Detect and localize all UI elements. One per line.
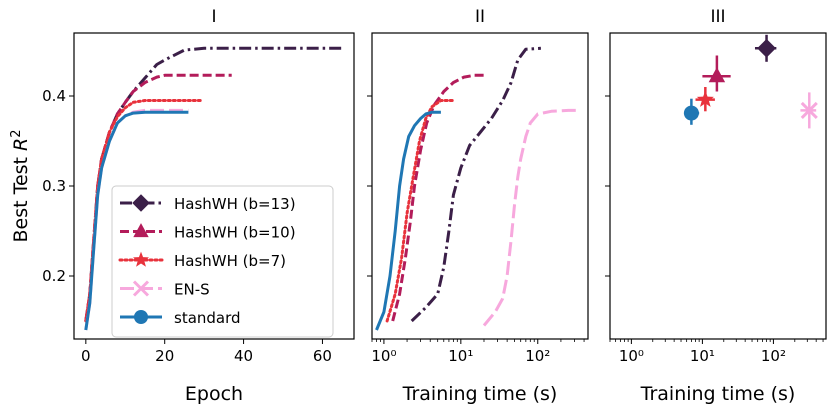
panel-3: III 10⁰ 10¹ 10² Training time (s) bbox=[605, 7, 827, 405]
panel-1: I 0 20 40 60 0.2 0.3 0.4 Epoch Best Test R2 H… bbox=[9, 7, 355, 405]
xtick-label: 0 bbox=[81, 347, 91, 365]
panel-3-title: III bbox=[710, 7, 725, 27]
xtick-label: 40 bbox=[234, 347, 253, 365]
panel-1-xlabel: Epoch bbox=[185, 383, 243, 405]
point-standard bbox=[683, 105, 699, 121]
xtick-label: 20 bbox=[155, 347, 174, 365]
legend-label-hashwh_b10: HashWH (b=10) bbox=[174, 224, 296, 242]
xtick-label: 10¹ bbox=[690, 347, 715, 365]
xtick-label: 10² bbox=[761, 347, 786, 365]
xtick-label: 10⁰ bbox=[619, 347, 644, 365]
point-en_s bbox=[800, 101, 818, 119]
legend-marker-hashwh_b10 bbox=[133, 223, 149, 238]
point-hashwh_b7 bbox=[696, 90, 714, 107]
series-line-en_s bbox=[482, 108, 578, 327]
panel-2: II 10⁰ 10¹ 10² Training time (s) bbox=[367, 7, 589, 405]
xtick-label: 10² bbox=[525, 347, 550, 365]
series-line-hashwh_b10 bbox=[391, 73, 484, 322]
panel-3-xlabel: Training time (s) bbox=[640, 383, 796, 405]
point-hashwh_b10 bbox=[708, 67, 726, 83]
series-line-standard bbox=[375, 110, 441, 331]
legend-box bbox=[111, 185, 334, 338]
panel-1-ylabel: Best Test R2 bbox=[9, 129, 32, 242]
legend-marker-hashwh_b13 bbox=[132, 194, 150, 212]
legend: HashWH (b=13) HashWH (b=10) HashWH (b=7) EN… bbox=[111, 185, 334, 338]
legend-label-hashwh_b7: HashWH (b=7) bbox=[174, 252, 286, 270]
xtick-label: 10⁰ bbox=[371, 347, 396, 365]
legend-label-en_s: EN-S bbox=[174, 281, 210, 299]
series-line-standard bbox=[84, 110, 189, 331]
legend-marker-standard bbox=[134, 310, 148, 324]
series-line-hashwh_b13 bbox=[410, 46, 541, 323]
ytick-label: 0.3 bbox=[42, 177, 66, 195]
series-line-hashwh_b7 bbox=[385, 99, 455, 323]
xtick-label: 10¹ bbox=[448, 347, 473, 365]
panel-2-xlabel: Training time (s) bbox=[402, 383, 558, 405]
panel-2-title: II bbox=[475, 7, 485, 27]
xtick-label: 60 bbox=[313, 347, 332, 365]
legend-marker-en_s bbox=[132, 280, 150, 297]
ytick-label: 0.4 bbox=[42, 87, 66, 105]
panel-1-title: I bbox=[211, 7, 216, 27]
panel-2-frame bbox=[371, 32, 589, 340]
legend-label-standard: standard bbox=[174, 309, 241, 327]
ytick-label: 0.2 bbox=[42, 267, 66, 285]
legend-marker-hashwh_b7 bbox=[133, 251, 149, 267]
point-hashwh_b13 bbox=[757, 38, 776, 58]
legend-label-hashwh_b13: HashWH (b=13) bbox=[174, 195, 296, 213]
